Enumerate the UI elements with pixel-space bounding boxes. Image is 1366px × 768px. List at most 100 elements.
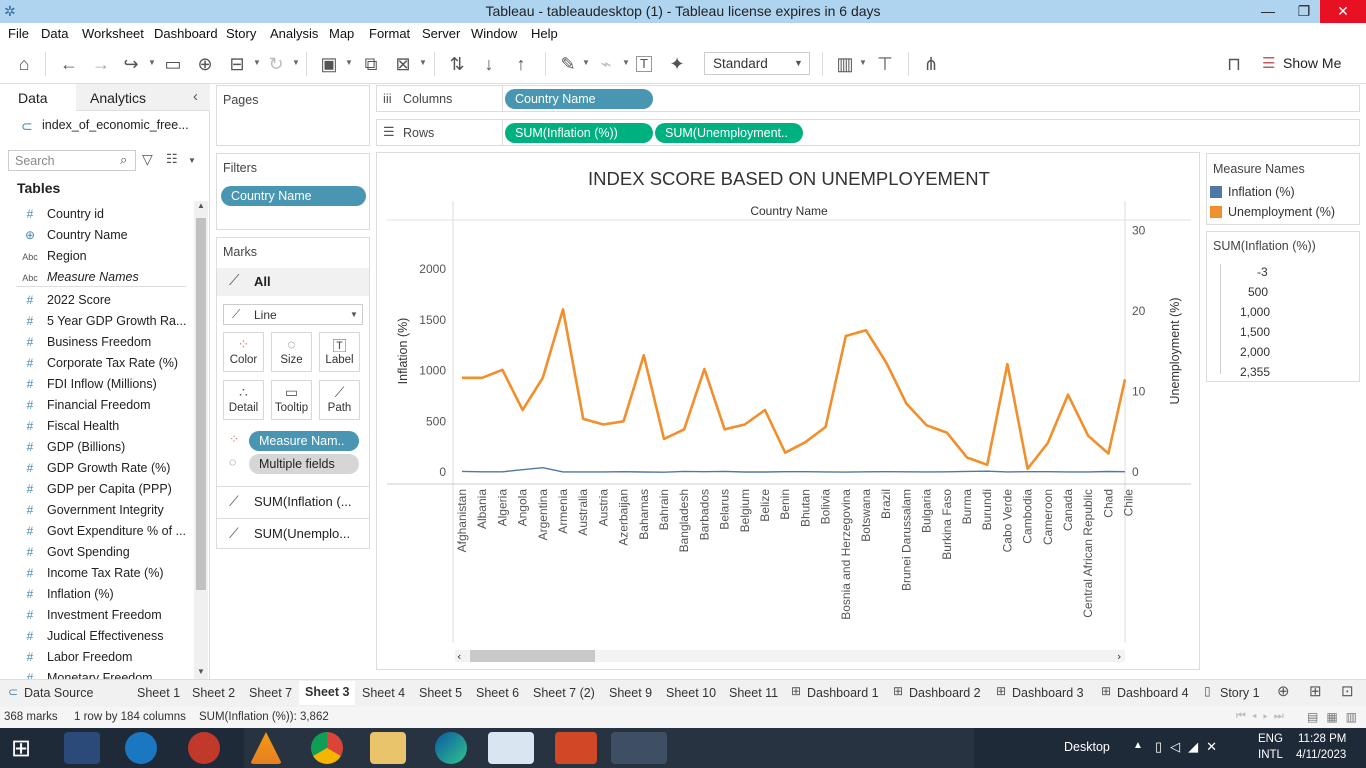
menu-format[interactable]: Format — [369, 26, 411, 41]
restore-button[interactable]: ❐ — [1297, 3, 1311, 19]
field-measure-names[interactable]: Abc Measure Names — [0, 268, 190, 289]
tab-analytics[interactable]: Analytics ‹ — [76, 84, 210, 111]
line-chart[interactable]: INDEX SCORE BASED ON UNEMPLOYEMENT Countr… — [377, 153, 1201, 671]
mark-type-dropdown[interactable]: ⟋ Line ▼ — [223, 304, 363, 325]
field-fiscal-health[interactable]: # Fiscal Health — [0, 417, 190, 438]
pause-updates-icon[interactable]: ⊟ — [229, 54, 245, 74]
tab-story-1[interactable]: Story 1 — [1220, 686, 1260, 700]
new-story-tab-icon[interactable]: ⊡ — [1341, 683, 1354, 700]
menu-window[interactable]: Window — [471, 26, 518, 41]
view-mode-icons[interactable]: ▤▦▥ — [1307, 710, 1366, 724]
field-business-freedom[interactable]: # Business Freedom — [0, 333, 190, 354]
field-judical-effectiveness[interactable]: # Judical Effectiveness — [0, 627, 190, 648]
menu-help[interactable]: Help — [531, 26, 558, 41]
show-labels-icon[interactable]: T — [636, 56, 652, 72]
menu-file[interactable]: File — [8, 26, 29, 41]
field-5-year-gdp-growth-ra[interactable]: #5 Year GDP Growth Ra... — [0, 312, 190, 333]
collapse-icon[interactable]: ‹ — [193, 88, 198, 105]
new-datasource-icon[interactable]: ⊕ — [197, 54, 213, 74]
field-gdp-per-capita-ppp[interactable]: # GDP per Capita (PPP) — [0, 480, 190, 501]
tab-sheet-6[interactable]: Sheet 6 — [476, 686, 520, 700]
menu-map[interactable]: Map — [329, 26, 355, 41]
tableau-taskbar-icon[interactable] — [488, 732, 534, 764]
columns-pill-country-name[interactable]: Country Name — [505, 89, 653, 109]
field-govt-expenditure-of[interactable]: # Govt Expenditure % of ... — [0, 522, 190, 543]
columns-shelf[interactable]: iii Columns Country Name — [376, 85, 1360, 112]
desktop-label[interactable]: Desktop — [1064, 740, 1110, 754]
size-button[interactable]: ◌ Size — [271, 332, 312, 372]
tab-sheet-10[interactable]: Sheet 10 — [666, 686, 717, 700]
rows-pill-sum-unemployment[interactable]: SUM(Unemployment.. — [655, 123, 803, 143]
chevron-down-icon[interactable]: ▼ — [622, 58, 630, 67]
tooltip-button[interactable]: ▭ Tooltip — [271, 380, 312, 420]
redo-icon[interactable]: ↪ — [123, 54, 139, 74]
menu-analysis[interactable]: Analysis — [270, 26, 319, 41]
clock-date[interactable]: 4/11/2023 — [1296, 749, 1347, 761]
tab-sheet-7-2[interactable]: Sheet 7 (2) — [533, 686, 595, 700]
windows-start-icon[interactable]: ⊞ — [11, 735, 32, 762]
field-region[interactable]: Abc Region — [0, 247, 190, 268]
marks-sum-unemployment-row[interactable]: ⟋ SUM(Unemplo... — [217, 518, 369, 548]
home-icon[interactable]: ⌂ — [18, 54, 30, 74]
chrome-active-taskbar-icon[interactable] — [611, 732, 667, 764]
forward-icon[interactable]: → — [92, 54, 110, 74]
tab-dashboard-3[interactable]: Dashboard 3 — [1012, 686, 1084, 700]
clock-time[interactable]: 11:28 PM — [1298, 733, 1347, 745]
menu-worksheet[interactable]: Worksheet — [82, 26, 144, 41]
new-dashboard-tab-icon[interactable]: ⊞ — [1309, 683, 1322, 700]
marks-all-row[interactable]: ⟋ All — [217, 268, 369, 296]
chevron-down-icon[interactable]: ▼ — [345, 58, 353, 67]
powerpoint-taskbar-icon[interactable] — [555, 732, 597, 764]
kmplayer-taskbar-icon[interactable] — [64, 732, 100, 764]
duplicate-icon[interactable]: ⧉ — [364, 54, 378, 74]
file-explorer-taskbar-icon[interactable] — [370, 732, 406, 764]
language-primary[interactable]: ENG — [1258, 733, 1283, 745]
tab-data[interactable]: Data — [0, 84, 76, 111]
fit-dropdown[interactable]: Standard ▼ — [704, 52, 810, 75]
chrome-taskbar-icon[interactable] — [311, 732, 343, 764]
tab-dashboard-1[interactable]: Dashboard 1 — [807, 686, 879, 700]
legend-item-unemployment[interactable]: Unemployment (%) — [1210, 205, 1335, 219]
chevron-down-icon[interactable]: ▼ — [859, 58, 867, 67]
field-gdp-growth-rate[interactable]: # GDP Growth Rate (%) — [0, 459, 190, 480]
rows-shelf[interactable]: ☰ Rows SUM(Inflation (%)) SUM(Unemployme… — [376, 119, 1360, 146]
edge-legacy-taskbar-icon[interactable] — [125, 732, 157, 764]
label-button[interactable]: 🅃 Label — [319, 332, 360, 372]
share-icon[interactable]: ⋔ — [923, 54, 939, 74]
tab-sheet-7[interactable]: Sheet 7 — [249, 686, 293, 700]
menu-data[interactable]: Data — [41, 26, 69, 41]
chevron-down-icon[interactable]: ▼ — [292, 58, 300, 67]
new-worksheet-tab-icon[interactable]: ⊕ — [1277, 683, 1290, 700]
filter-icon[interactable]: ▽ — [142, 151, 153, 167]
sheet-nav-icons[interactable]: ⏮◂▸⏭ — [1236, 710, 1290, 722]
field-scrollbar[interactable]: ▲ ▼ — [194, 201, 208, 679]
ccleaner-taskbar-icon[interactable] — [188, 732, 220, 764]
field-gdp-billions[interactable]: # GDP (Billions) — [0, 438, 190, 459]
tab-sheet-11[interactable]: Sheet 11 — [729, 686, 779, 700]
group-icon[interactable]: ⌁ — [600, 54, 612, 74]
sort-ascending-icon[interactable]: ↓ — [484, 54, 494, 74]
datasource-name[interactable]: index_of_economic_free... — [42, 118, 189, 132]
minimize-button[interactable]: — — [1261, 3, 1275, 19]
tab-sheet-4[interactable]: Sheet 4 — [362, 686, 406, 700]
save-icon[interactable]: ▭ — [164, 54, 182, 74]
field-income-tax-rate[interactable]: # Income Tax Rate (%) — [0, 564, 190, 585]
field-government-integrity[interactable]: # Government Integrity — [0, 501, 190, 522]
chevron-down-icon[interactable]: ▼ — [188, 156, 196, 165]
field-investment-freedom[interactable]: # Investment Freedom — [0, 606, 190, 627]
tab-dashboard-4[interactable]: Dashboard 4 — [1117, 686, 1189, 700]
sort-descending-icon[interactable]: ↑ — [516, 54, 526, 74]
field-labor-freedom[interactable]: # Labor Freedom — [0, 648, 190, 669]
field-financial-freedom[interactable]: # Financial Freedom — [0, 396, 190, 417]
menu-story[interactable]: Story — [226, 26, 257, 41]
path-button[interactable]: ⟋ Path — [319, 380, 360, 420]
field-govt-spending[interactable]: # Govt Spending — [0, 543, 190, 564]
clear-sheet-icon[interactable]: ⊠ — [395, 54, 411, 74]
edge-taskbar-icon[interactable] — [435, 732, 467, 764]
menu-dashboard[interactable]: Dashboard — [154, 26, 218, 41]
field-country-name[interactable]: ⊕ Country Name — [0, 226, 190, 247]
pin-icon[interactable]: ✦ — [669, 54, 685, 74]
tray-icons[interactable]: ▯◁◢✕ — [1155, 739, 1226, 754]
measure-names-pill[interactable]: Measure Nam.. — [249, 431, 359, 451]
cards-icon[interactable]: ▥ — [836, 54, 854, 74]
